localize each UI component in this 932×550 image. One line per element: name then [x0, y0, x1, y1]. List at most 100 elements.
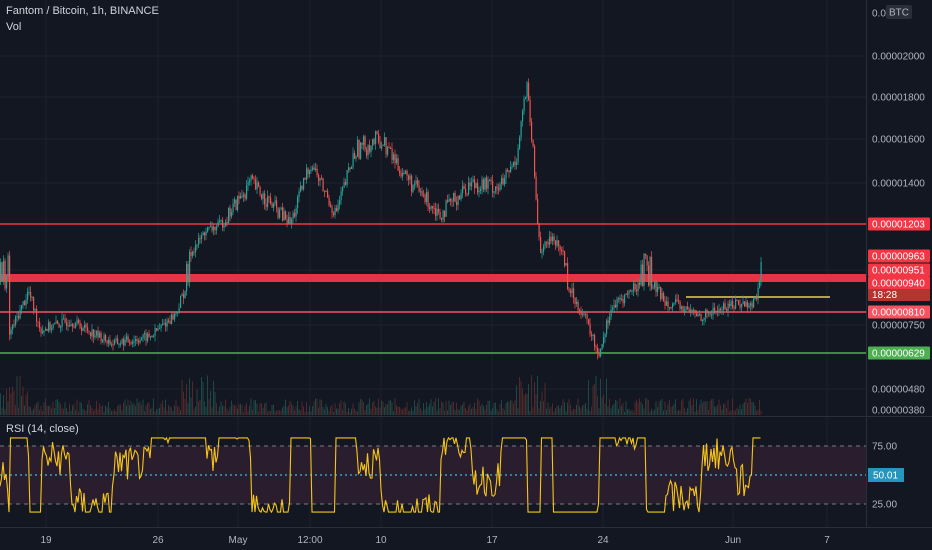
candle-body [309, 169, 311, 175]
volume-bar [231, 400, 232, 415]
volume-bar [474, 402, 475, 415]
candle-body [456, 201, 458, 206]
volume-bar [660, 400, 661, 415]
candle-body [523, 98, 525, 112]
candle-body [130, 342, 132, 344]
candle-body [43, 330, 45, 332]
volume-bar [343, 401, 345, 415]
candle-body [136, 339, 138, 342]
volume-bar [646, 398, 648, 415]
volume-bar [354, 408, 355, 415]
volume-bar [352, 403, 354, 415]
candle-body [546, 241, 548, 243]
volume-bar [714, 406, 715, 415]
volume-bar [531, 374, 532, 415]
volume-bar [564, 402, 565, 415]
candle-body [310, 169, 312, 171]
candle-body [267, 196, 269, 208]
candle-body [739, 304, 741, 308]
volume-bar [414, 400, 415, 415]
candle-body [654, 282, 656, 288]
volume-bar [616, 400, 618, 415]
candle-body [705, 309, 707, 318]
candle-body [30, 291, 32, 298]
candle-body [714, 307, 716, 312]
candle-body [487, 180, 489, 189]
volume-bar [355, 410, 357, 415]
volume-bar [477, 398, 478, 415]
candle-body [3, 260, 5, 281]
price-tick-6: 0.00000480 [872, 385, 925, 396]
volume-bar [267, 411, 268, 415]
candle-body [249, 180, 251, 182]
volume-bar [408, 411, 409, 415]
candle-body [451, 200, 453, 202]
price-tick-4: 0.00001400 [872, 179, 925, 190]
volume-bar [207, 375, 208, 415]
volume-bar [249, 405, 250, 415]
candle-body [91, 329, 93, 337]
candle-body [460, 192, 462, 200]
candle-body [153, 335, 155, 337]
candle-body [585, 314, 587, 316]
volume-bar [717, 404, 718, 415]
volume-bar [388, 400, 390, 415]
candle-body [466, 193, 468, 195]
candle-body [655, 282, 657, 293]
volume-bar [657, 407, 658, 415]
volume-bar [468, 406, 469, 415]
volume-bar [582, 405, 583, 415]
candle-body [699, 314, 701, 316]
volume-bar [67, 411, 69, 415]
volume-bar [636, 399, 637, 415]
candle-body [282, 207, 284, 221]
candle-body [720, 308, 722, 310]
candle-body [517, 148, 519, 163]
volume-bar [519, 376, 520, 415]
candle-body [736, 299, 738, 301]
volume-bar [681, 400, 682, 415]
volume-bar [411, 407, 412, 415]
volume-bar [30, 407, 31, 415]
volume-bar [324, 409, 325, 415]
volume-bar [429, 403, 430, 415]
candle-body [559, 245, 561, 251]
volume-bar [360, 398, 361, 415]
volume-bar [37, 401, 39, 415]
volume-bar [181, 379, 183, 415]
candle-body [189, 252, 191, 283]
volume-bar [54, 408, 55, 415]
volume-bar [145, 405, 147, 415]
volume-bar [399, 406, 400, 415]
volume-bar [217, 410, 219, 415]
volume-bar [400, 408, 402, 415]
rsi-panel[interactable]: 75.00 25.00 50.01 [0, 436, 904, 514]
volume-bar [46, 405, 48, 415]
candle-body [349, 167, 351, 170]
price-levels[interactable]: 0.00001203 0.00000963 0.00000951 0.00000940… [0, 217, 930, 360]
volume-bar [85, 410, 87, 415]
time-axis[interactable]: 19 26 May 12:00 10 17 24 Jun 7 [40, 535, 830, 546]
candle-body [250, 175, 252, 181]
candle-body [468, 182, 470, 194]
candle-body [54, 323, 56, 325]
volume-bar [403, 408, 405, 415]
price-axis[interactable]: 0.0 0.00002000 0.00001800 0.00001600 0.00001… [872, 5, 925, 417]
volume-bar [172, 411, 174, 415]
volume-bar [576, 404, 577, 415]
candle-body [231, 212, 233, 217]
volume-bar [688, 400, 690, 415]
candle-body [22, 301, 24, 305]
volume-bar [525, 393, 526, 415]
candle-body [357, 139, 359, 157]
volume-bar [669, 399, 670, 415]
volume-bar [543, 401, 544, 415]
level-tag-label-2: 0.00000951 [872, 266, 925, 277]
candle-body [166, 320, 168, 327]
candle-body [685, 306, 687, 310]
volume-bar [177, 406, 178, 415]
candles[interactable] [0, 78, 762, 360]
candle-body [117, 338, 119, 345]
candle-body [321, 178, 323, 180]
